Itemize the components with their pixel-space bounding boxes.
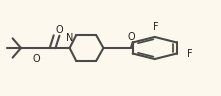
Text: O: O	[33, 54, 40, 64]
Text: N: N	[66, 33, 74, 43]
Text: O: O	[56, 25, 63, 35]
Text: F: F	[187, 48, 192, 59]
Text: O: O	[128, 32, 135, 42]
Text: F: F	[153, 22, 159, 32]
